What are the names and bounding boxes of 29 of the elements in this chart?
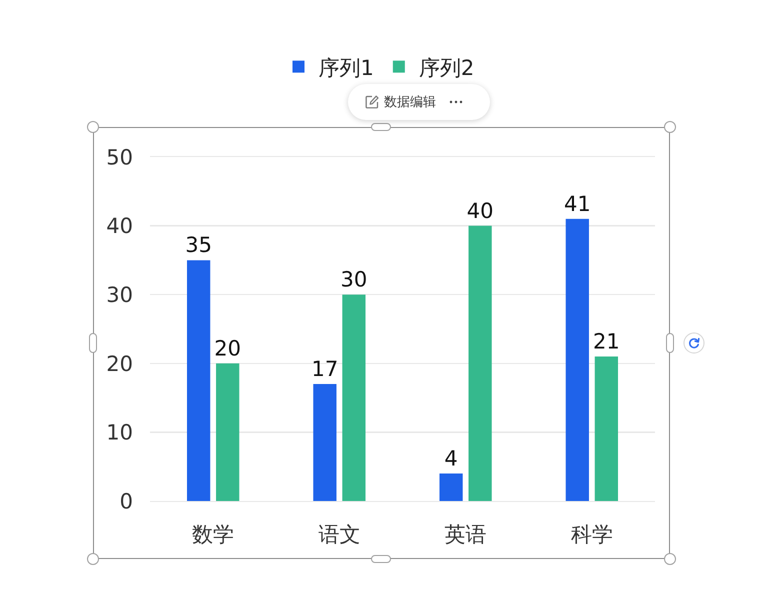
data-label: 17 [311,357,338,382]
y-tick-label: 40 [106,214,133,238]
y-tick-label: 50 [106,145,133,170]
data-label: 35 [185,233,212,258]
x-tick-label: 数学 [192,522,234,546]
y-tick-label: 20 [106,352,133,376]
x-tick-label: 英语 [444,522,487,546]
legend-label: 序列2 [418,56,474,80]
bar [468,226,492,501]
y-tick-label: 0 [120,489,133,514]
data-label: 40 [466,198,494,223]
bar [186,260,210,501]
text: 数据编辑 [384,94,436,111]
data-label: 20 [214,336,242,360]
bar [594,356,618,501]
bar [566,218,589,501]
data-label: 30 [340,268,368,292]
data-label: 4 [444,446,458,470]
bar [216,363,240,501]
data-label: 21 [593,330,620,354]
x-tick-label: 语文 [318,522,360,546]
bar [313,384,336,501]
bar [439,473,463,501]
data-label: 41 [564,192,591,216]
x-tick-label: 科学 [570,522,613,546]
legend-label: 序列1 [318,56,374,80]
y-tick-label: 10 [106,420,133,445]
y-tick-label: 30 [106,282,133,307]
bar [342,294,366,501]
